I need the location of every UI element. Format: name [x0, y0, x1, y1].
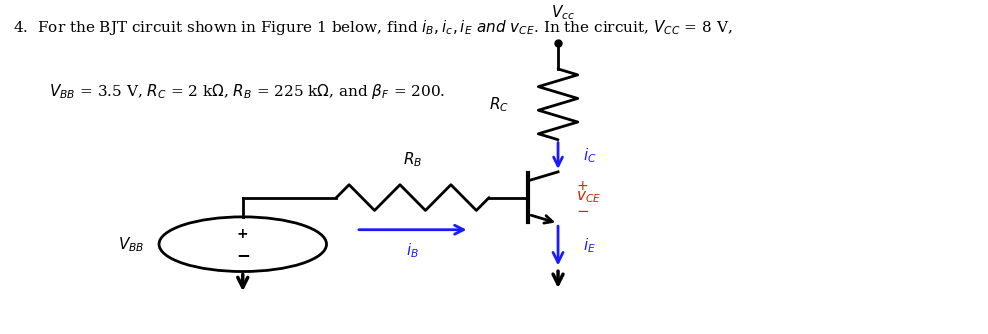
Text: $i_E$: $i_E$ [583, 236, 596, 255]
Text: 4.  For the BJT circuit shown in Figure 1 below, find $i_B, i_c, i_E$ $\mathit{a: 4. For the BJT circuit shown in Figure 1… [13, 17, 733, 36]
Text: $i_B$: $i_B$ [406, 241, 419, 260]
Text: $-$: $-$ [576, 202, 589, 217]
Text: $R_B$: $R_B$ [403, 150, 422, 169]
Text: $v_{CE}$: $v_{CE}$ [576, 190, 601, 205]
Text: $V_{BB}$ = 3.5 V, $R_C$ = 2 k$\Omega$, $R_B$ = 225 k$\Omega$, and $\beta_F$ = 20: $V_{BB}$ = 3.5 V, $R_C$ = 2 k$\Omega$, $… [48, 82, 445, 101]
Text: $+$: $+$ [576, 178, 588, 192]
Text: +: + [237, 227, 249, 241]
Text: $V_{BB}$: $V_{BB}$ [118, 235, 144, 254]
Text: $i_C$: $i_C$ [583, 146, 597, 165]
Text: $R_C$: $R_C$ [489, 95, 509, 114]
Text: −: − [236, 245, 250, 264]
Text: $V_{cc}$: $V_{cc}$ [551, 4, 575, 22]
